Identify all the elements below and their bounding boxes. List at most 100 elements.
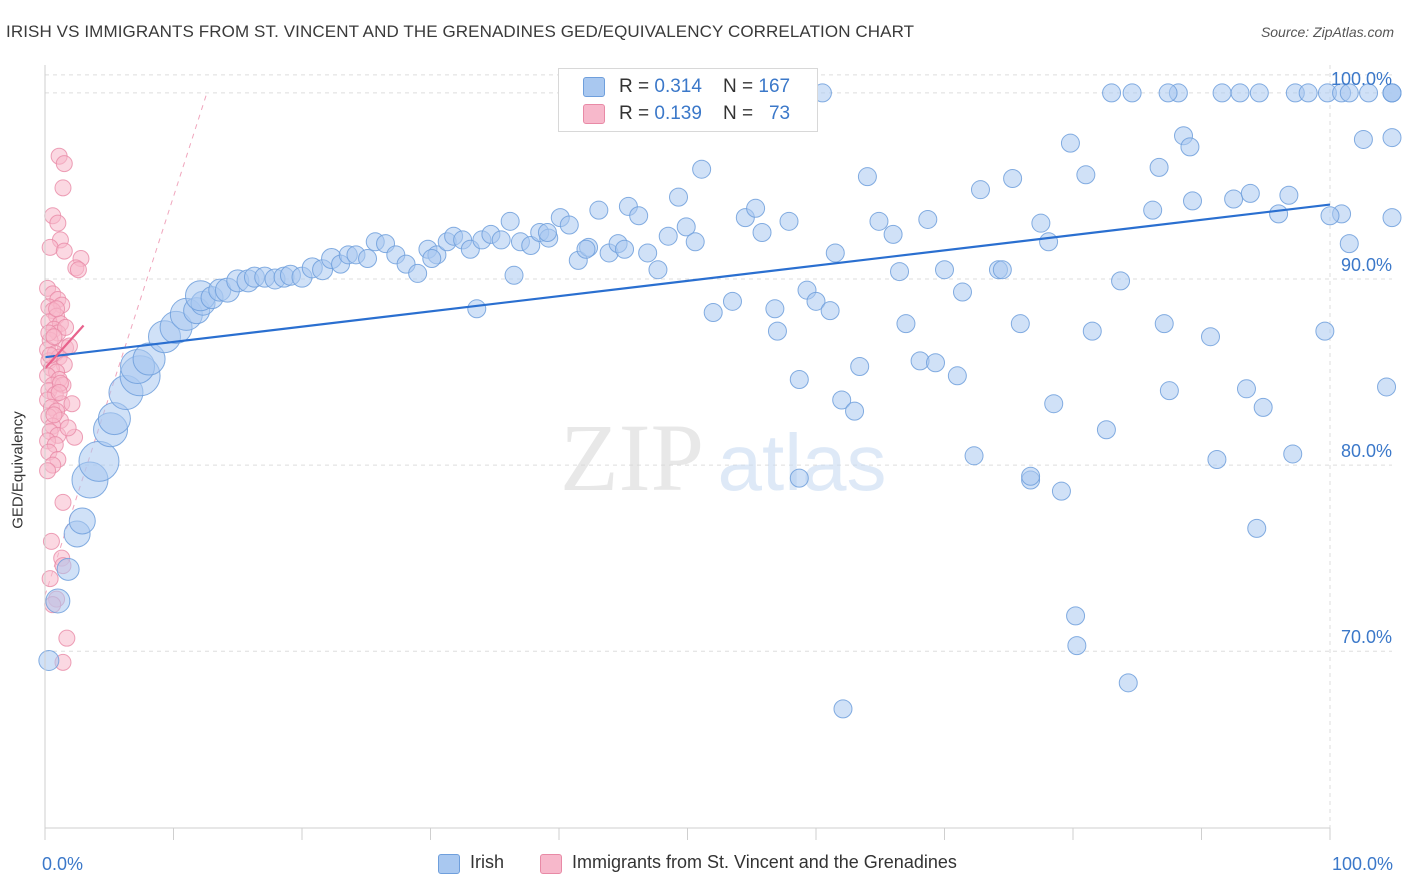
data-point-irish [408,263,428,283]
data-point-svg [55,155,73,173]
data-point-svg [49,214,67,232]
y-tick-label: 100.0% [1331,69,1392,89]
data-point-irish [964,446,984,466]
data-point-irish [1122,83,1142,103]
data-point-irish [1102,83,1122,103]
data-point-irish [1051,481,1071,501]
data-point-irish [1111,271,1131,291]
data-point-irish [1353,129,1373,149]
data-point-irish [56,557,80,581]
data-point-svg [45,406,63,424]
data-point-irish [1200,327,1220,347]
data-point-svg [55,242,73,260]
data-point-irish [703,303,723,323]
data-point-irish [1207,450,1227,470]
data-point-irish [1224,189,1244,209]
data-point-irish [358,249,378,269]
data-point-irish [1377,377,1397,397]
data-point-irish [685,232,705,252]
data-point-irish [1212,83,1232,103]
data-point-irish [789,468,809,488]
reference-diagonal [44,92,208,596]
watermark-zip: ZIP [560,404,704,511]
data-point-irish [68,507,96,535]
data-point-irish [1382,128,1402,148]
chart-title: IRISH VS IMMIGRANTS FROM ST. VINCENT AND… [6,22,915,41]
data-point-irish [1180,137,1200,157]
trend-line-irish [44,203,1331,359]
x-tick-labels: 0.0% 100.0% [42,854,1393,874]
y-tick-label: 70.0% [1341,627,1392,647]
data-point-irish [1339,234,1359,254]
data-point-irish [676,217,696,237]
watermark: ZIP atlas [560,404,886,511]
data-point-irish [992,260,1012,280]
data-point-irish [1359,83,1379,103]
data-point-svg [59,419,77,437]
data-point-irish [1118,673,1138,693]
diagonal-reference-line [44,92,208,596]
data-point-irish [1066,606,1086,626]
data-point-irish [537,222,557,242]
data-point-irish [1240,183,1260,203]
data-point-irish [1096,420,1116,440]
data-point-irish [869,211,889,231]
data-point-irish [1067,636,1087,656]
data-point-irish [1044,394,1064,414]
data-point-irish [1021,466,1041,486]
data-point-irish [1159,381,1179,401]
data-point-irish [722,291,742,311]
data-point-irish [615,239,635,259]
data-point-irish [850,356,870,376]
trend-line-svg [44,324,85,370]
data-point-irish [926,353,946,373]
axes [44,65,1331,840]
series-legend: Irish Immigrants from St. Vincent and th… [0,852,1406,878]
data-point-irish [422,249,442,269]
data-point-irish [890,262,910,282]
data-point-irish [896,314,916,334]
data-point-irish [1249,83,1269,103]
irish-stats: R = 0.314 N = 167 [619,76,791,97]
data-point-svg [54,179,72,197]
data-point-irish [658,226,678,246]
data-point-irish [1149,157,1169,177]
data-point-irish [1279,185,1299,205]
data-point-irish [833,699,853,719]
data-point-irish [1031,213,1051,233]
data-point-irish [638,243,658,263]
data-point-irish [1076,165,1096,185]
data-point-irish [1143,200,1163,220]
series-svg-points [39,147,90,671]
legend-label-irish: Irish [470,852,505,872]
data-point-svg [50,384,68,402]
data-point-irish [820,301,840,321]
data-point-irish [559,215,579,235]
irish-swatch [583,77,605,97]
data-point-irish [746,198,766,218]
data-point-irish [1060,133,1080,153]
data-point-svg [42,532,60,550]
data-point-irish [779,211,799,231]
data-point-irish [1283,444,1303,464]
data-point-irish [918,209,938,229]
data-point-irish [629,206,649,226]
x-tick-label: 0.0% [42,854,83,874]
stats-legend: R = 0.314 N = 167 R = 0.139 N = 73 [558,68,818,132]
watermark-atlas: atlas [718,418,887,507]
data-point-irish [504,265,524,285]
data-point-svg [39,462,57,480]
svg-swatch [583,104,605,124]
data-point-irish [952,282,972,302]
data-point-irish [845,401,865,421]
data-point-svg [69,261,87,279]
data-point-irish [78,440,120,482]
data-point-svg [54,493,72,511]
data-point-irish [1154,314,1174,334]
data-point-irish [1320,206,1340,226]
data-point-svg [48,300,66,318]
data-point-irish [669,187,689,207]
data-point-irish [765,299,785,319]
data-point-irish [789,370,809,390]
